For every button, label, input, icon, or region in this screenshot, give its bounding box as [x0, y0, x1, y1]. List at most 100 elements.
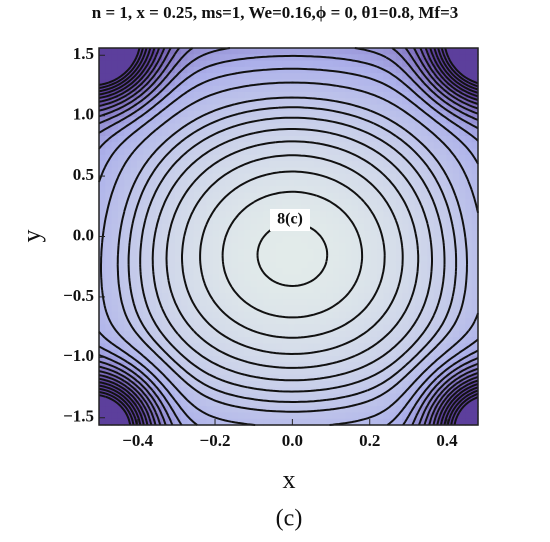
- contour-fill: [187, 205, 195, 212]
- contour-fill: [105, 293, 113, 300]
- contour-fill: [124, 324, 132, 332]
- contour-fill: [212, 217, 220, 225]
- contour-fill: [200, 280, 207, 288]
- contour-fill: [143, 261, 151, 269]
- contour-fill: [111, 318, 119, 326]
- contour-fill: [351, 330, 359, 338]
- contour-fill: [408, 399, 416, 407]
- contour-fill: [282, 54, 290, 62]
- contour-fill: [256, 167, 264, 175]
- contour-fill: [402, 223, 410, 231]
- contour-fill: [250, 73, 258, 81]
- contour-fill: [471, 211, 479, 219]
- contour-fill: [187, 98, 195, 106]
- contour-fill: [174, 217, 182, 225]
- contour-fill: [320, 267, 327, 275]
- contour-fill: [187, 242, 195, 250]
- contour-fill: [307, 179, 315, 187]
- contour-fill: [288, 142, 296, 150]
- contour-fill: [313, 73, 321, 81]
- contour-fill: [212, 192, 220, 200]
- contour-fill: [301, 418, 309, 426]
- contour-fill: [307, 343, 315, 351]
- contour-fill: [168, 110, 176, 118]
- contour-fill: [376, 318, 384, 326]
- contour-fill: [421, 293, 429, 300]
- contour-fill: [225, 299, 233, 307]
- contour-fill: [370, 135, 378, 143]
- contour-fill: [364, 135, 372, 143]
- contour-fill: [351, 305, 359, 313]
- contour-fill: [136, 161, 144, 168]
- contour-fill: [225, 167, 233, 175]
- contour-fill: [421, 311, 429, 319]
- contour-fill: [307, 274, 315, 282]
- annotation: 8(c): [277, 211, 303, 228]
- contour-fill: [320, 286, 327, 294]
- contour-fill: [231, 179, 239, 187]
- contour-fill: [231, 129, 239, 137]
- contour-fill: [250, 91, 258, 99]
- contour-fill: [370, 142, 378, 150]
- contour-fill: [162, 393, 170, 401]
- contour-fill: [402, 161, 410, 168]
- contour-fill: [206, 142, 214, 150]
- contour-fill: [200, 154, 207, 162]
- contour-fill: [174, 381, 182, 388]
- contour-fill: [124, 330, 132, 338]
- contour-fill: [452, 161, 460, 168]
- contour-fill: [219, 393, 226, 401]
- contour-fill: [332, 399, 340, 407]
- contour-fill: [181, 242, 189, 250]
- contour-fill: [294, 135, 302, 143]
- contour-fill: [263, 255, 271, 263]
- contour-fill: [136, 355, 144, 363]
- contour-fill: [364, 305, 372, 313]
- contour-fill: [345, 48, 353, 55]
- contour-fill: [370, 318, 378, 326]
- contour-fill: [402, 192, 410, 200]
- contour-fill: [459, 205, 466, 212]
- contour-fill: [288, 267, 296, 275]
- contour-fill: [149, 280, 157, 288]
- contour-fill: [282, 255, 290, 263]
- contour-fill: [471, 393, 479, 401]
- contour-fill: [237, 205, 245, 212]
- contour-fill: [193, 374, 201, 382]
- contour-fill: [111, 293, 119, 300]
- contour-fill: [433, 230, 441, 238]
- contour-fill: [212, 198, 220, 206]
- contour-fill: [471, 343, 479, 351]
- contour-fill: [200, 186, 207, 194]
- contour-fill: [332, 179, 340, 187]
- contour-fill: [370, 117, 378, 124]
- contour-fill: [225, 368, 233, 376]
- contour-fill: [320, 355, 327, 363]
- contour-fill: [395, 261, 403, 269]
- contour-fill: [326, 381, 334, 388]
- contour-fill: [244, 167, 252, 175]
- contour-fill: [383, 299, 391, 307]
- contour-fill: [282, 73, 290, 81]
- contour-fill: [136, 173, 144, 181]
- contour-fill: [433, 167, 441, 175]
- contour-fill: [231, 324, 239, 332]
- contour-fill: [288, 117, 296, 124]
- contour-fill: [143, 117, 151, 124]
- contour-fill: [351, 217, 359, 225]
- contour-fill: [124, 280, 132, 288]
- contour-fill: [99, 154, 106, 162]
- contour-fill: [395, 223, 403, 231]
- contour-fill: [143, 154, 151, 162]
- contour-fill: [155, 236, 163, 244]
- contour-fill: [105, 280, 113, 288]
- contour-fill: [111, 223, 119, 231]
- contour-fill: [288, 318, 296, 326]
- contour-fill: [301, 173, 309, 181]
- contour-fill: [193, 104, 201, 112]
- contour-fill: [200, 393, 207, 401]
- contour-fill: [326, 267, 334, 275]
- contour-fill: [294, 274, 302, 282]
- contour-fill: [282, 148, 290, 156]
- contour-fill: [288, 242, 296, 250]
